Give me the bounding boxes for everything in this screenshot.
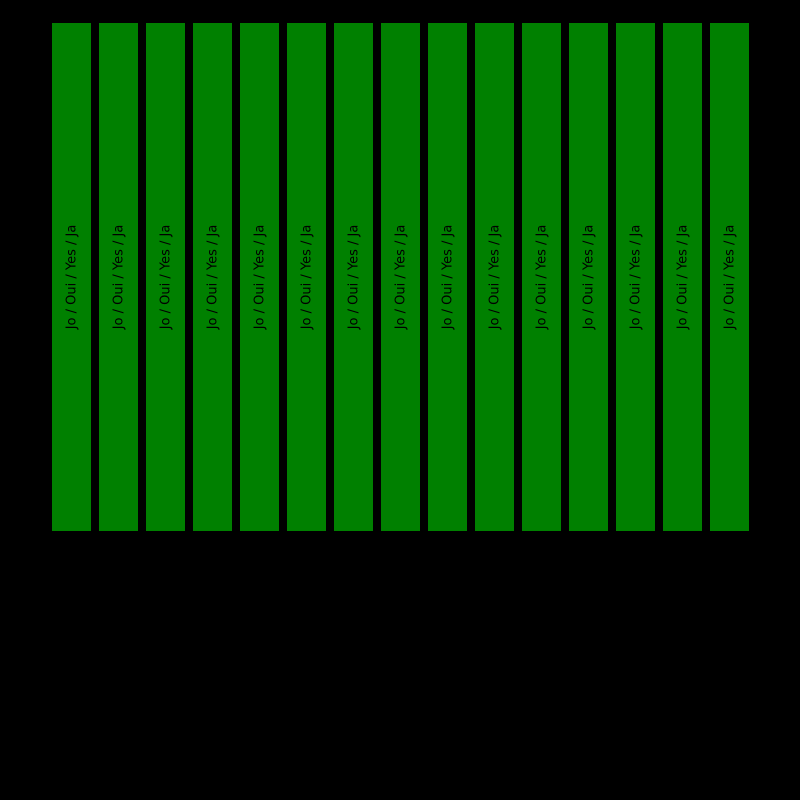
bar-label: Jo / Oui / Yes / Ja bbox=[346, 224, 361, 330]
bar: Jo / Oui / Yes / Ja bbox=[616, 23, 655, 531]
bar: Jo / Oui / Yes / Ja bbox=[240, 23, 279, 531]
bar-label: Jo / Oui / Yes / Ja bbox=[675, 224, 690, 330]
bar-label: Jo / Oui / Yes / Ja bbox=[534, 224, 549, 330]
bar-label: Jo / Oui / Yes / Ja bbox=[581, 224, 596, 330]
bar: Jo / Oui / Yes / Ja bbox=[52, 23, 91, 531]
bar: Jo / Oui / Yes / Ja bbox=[146, 23, 185, 531]
bar: Jo / Oui / Yes / Ja bbox=[710, 23, 749, 531]
bar-label: Jo / Oui / Yes / Ja bbox=[64, 224, 79, 330]
bar: Jo / Oui / Yes / Ja bbox=[99, 23, 138, 531]
bar-label: Jo / Oui / Yes / Ja bbox=[393, 224, 408, 330]
bar: Jo / Oui / Yes / Ja bbox=[334, 23, 373, 531]
bar-label: Jo / Oui / Yes / Ja bbox=[158, 224, 173, 330]
bar: Jo / Oui / Yes / Ja bbox=[569, 23, 608, 531]
bar: Jo / Oui / Yes / Ja bbox=[475, 23, 514, 531]
bar-label: Jo / Oui / Yes / Ja bbox=[440, 224, 455, 330]
bar: Jo / Oui / Yes / Ja bbox=[663, 23, 702, 531]
bar: Jo / Oui / Yes / Ja bbox=[522, 23, 561, 531]
bar-label: Jo / Oui / Yes / Ja bbox=[252, 224, 267, 330]
bar: Jo / Oui / Yes / Ja bbox=[381, 23, 420, 531]
bar-label: Jo / Oui / Yes / Ja bbox=[205, 224, 220, 330]
bar-label: Jo / Oui / Yes / Ja bbox=[487, 224, 502, 330]
bar: Jo / Oui / Yes / Ja bbox=[428, 23, 467, 531]
plot-area: Jo / Oui / Yes / Ja Jo / Oui / Yes / Ja … bbox=[44, 23, 749, 531]
bar: Jo / Oui / Yes / Ja bbox=[193, 23, 232, 531]
bar-label: Jo / Oui / Yes / Ja bbox=[111, 224, 126, 330]
bar-label: Jo / Oui / Yes / Ja bbox=[299, 224, 314, 330]
bar-label: Jo / Oui / Yes / Ja bbox=[628, 224, 643, 330]
bar-label: Jo / Oui / Yes / Ja bbox=[722, 224, 737, 330]
bar: Jo / Oui / Yes / Ja bbox=[287, 23, 326, 531]
